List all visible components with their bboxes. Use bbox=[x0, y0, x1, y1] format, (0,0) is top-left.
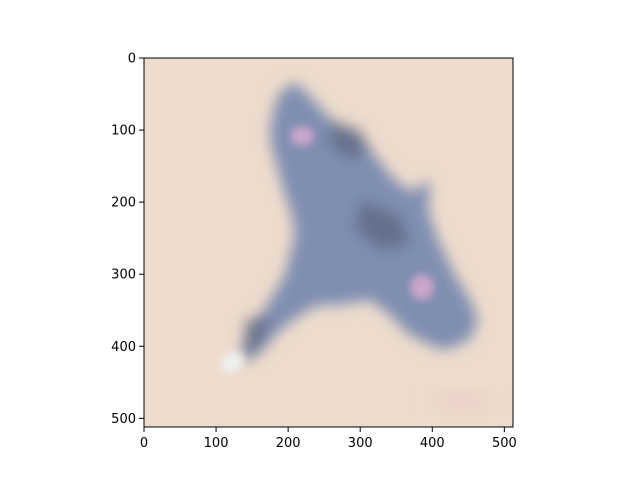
y-tick-label: 200 bbox=[111, 196, 136, 211]
pink-spot bbox=[410, 274, 434, 300]
y-tick-label: 400 bbox=[111, 340, 136, 355]
shape-dark-patch bbox=[330, 120, 370, 160]
tail-tip bbox=[220, 351, 244, 373]
y-tick-label: 0 bbox=[128, 52, 136, 67]
x-tick-label: 500 bbox=[492, 436, 517, 451]
x-tick-label: 400 bbox=[420, 436, 445, 451]
shape-dark-patch bbox=[245, 315, 270, 360]
axes-frame bbox=[143, 57, 514, 428]
pink-spot bbox=[290, 126, 314, 146]
image-panel bbox=[144, 58, 513, 427]
x-axis: 0 100 200 300 400 500 bbox=[140, 427, 517, 451]
y-tick-label: 100 bbox=[111, 124, 136, 139]
x-tick-label: 100 bbox=[204, 436, 229, 451]
y-tick-label: 500 bbox=[111, 412, 136, 427]
pink-highlights bbox=[290, 126, 434, 300]
y-axis: 0 100 200 300 400 500 bbox=[111, 52, 144, 427]
y-tick-label: 300 bbox=[111, 268, 136, 283]
faint-smudge bbox=[432, 394, 492, 410]
pink-smudge bbox=[432, 394, 492, 410]
x-tick-label: 200 bbox=[276, 436, 301, 451]
white-tail bbox=[220, 351, 244, 373]
x-tick-label: 0 bbox=[140, 436, 148, 451]
shape-dark-patch bbox=[355, 200, 410, 250]
x-tick-label: 300 bbox=[348, 436, 373, 451]
